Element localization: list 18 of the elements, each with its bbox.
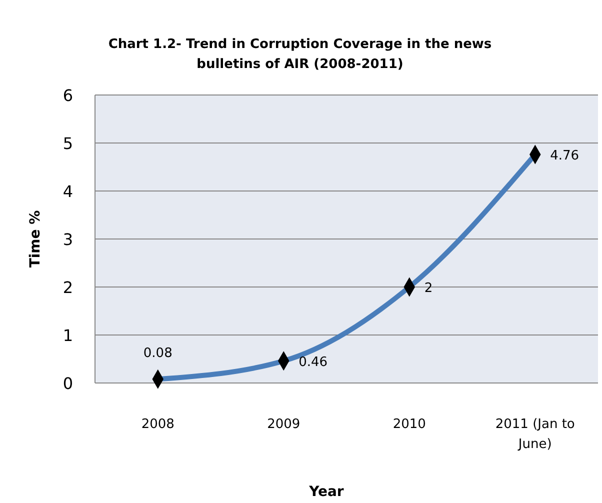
x-tick-label: 2009 (267, 417, 300, 432)
x-tick-label: 2011 (Jan to June) (495, 417, 575, 452)
y-tick-label: 2 (62, 278, 73, 297)
y-tick-label: 6 (62, 86, 73, 105)
x-axis-title: Year (308, 484, 344, 500)
data-label: 2 (424, 281, 433, 296)
y-axis-title: Time % (28, 210, 44, 268)
y-tick-label: 5 (62, 134, 73, 153)
x-tick-label: 2008 (141, 417, 174, 432)
data-label: 0.46 (298, 354, 328, 370)
y-tick-label: 3 (62, 230, 73, 249)
data-label: 0.08 (143, 346, 172, 362)
y-tick-label: 4 (62, 182, 73, 201)
y-tick-label: 0 (62, 374, 73, 393)
x-tick-label: 2010 (392, 417, 426, 432)
y-tick-label: 1 (62, 326, 73, 345)
data-label: 4.76 (550, 148, 580, 164)
chart-title: Chart 1.2- Trend in Corruption Coverage in the news bulletins of AIR (2008-2011) (108, 37, 492, 72)
